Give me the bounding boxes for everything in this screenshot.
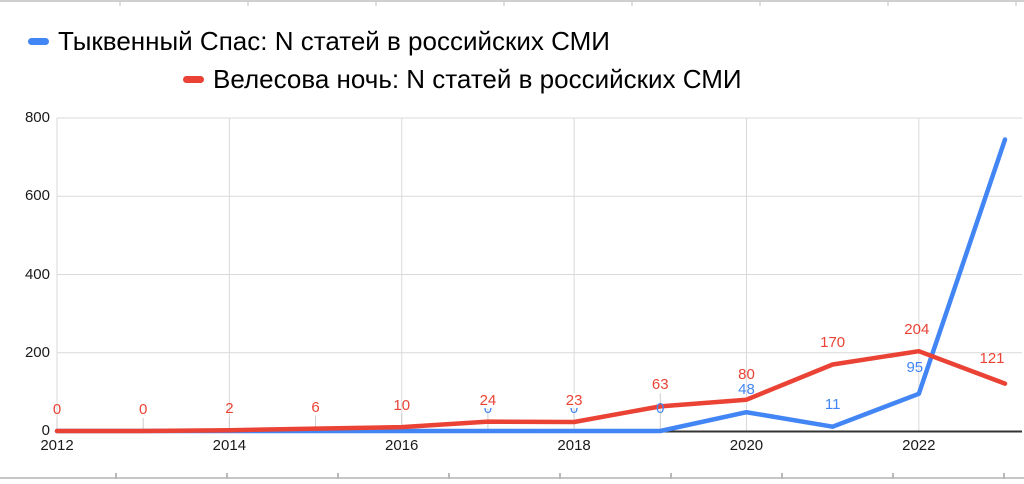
y-tick-label: 400: [24, 265, 50, 283]
grid-artifact: [375, 2, 377, 6]
data-label: 2: [225, 400, 234, 418]
data-label: 48: [738, 381, 755, 399]
legend-item-velesova-noch: Велесова ночь: N статей в российских СМИ: [183, 64, 742, 95]
grid-artifact: [631, 2, 633, 6]
data-label: 95: [906, 358, 924, 376]
x-tick-label: 2014: [212, 437, 247, 454]
grid-artifact: [503, 2, 505, 6]
grid-artifact: [892, 473, 894, 479]
data-label: 80: [738, 366, 755, 384]
grid-artifact: [337, 473, 339, 479]
grid-artifact: [119, 2, 121, 6]
data-label: 0: [139, 401, 148, 418]
grid-artifact: [448, 473, 450, 479]
data-label: 24: [478, 391, 498, 409]
y-tick-label: 0: [41, 422, 50, 439]
x-tick-label: 2018: [557, 437, 591, 454]
x-tick-label: 2016: [385, 437, 419, 454]
grid-artifact: [247, 2, 249, 6]
data-label: 6: [311, 398, 320, 416]
grid-artifact: [887, 2, 889, 6]
x-tick-label: 2022: [902, 437, 936, 454]
y-tick-label: 200: [24, 343, 50, 361]
grid-artifact: [1015, 2, 1017, 6]
data-label: 0: [52, 401, 62, 418]
data-label: 170: [820, 334, 846, 352]
legend-item-tykvenny-spas: Тыквенный Спас: N статей в российских СМ…: [28, 26, 610, 57]
data-label: 63: [651, 376, 669, 394]
data-label: 0: [483, 400, 493, 417]
data-label: 11: [824, 395, 841, 413]
grid-artifact: [781, 473, 783, 479]
data-label: 0: [569, 400, 579, 417]
cropped-row-above-artifact: [0, 0, 1024, 2]
cropped-row-below-artifact: [0, 477, 1024, 479]
data-label: 10: [393, 397, 411, 415]
legend-label-velesova-noch: Велесова ночь: N статей в российских СМИ: [213, 64, 742, 94]
grid-artifact: [1003, 473, 1005, 479]
grid-artifact: [559, 473, 561, 479]
x-tick-label: 2020: [729, 437, 764, 454]
data-label: 121: [979, 349, 1005, 367]
legend-label-tykvenny-spas: Тыквенный Спас: N статей в российских СМ…: [58, 26, 610, 56]
y-tick-label: 800: [24, 109, 50, 126]
grid-artifact: [759, 2, 761, 6]
grid-artifact: [115, 473, 117, 479]
legend-swatch-blue: [28, 38, 49, 45]
data-label: 23: [564, 392, 584, 409]
legend-swatch-red: [183, 76, 204, 83]
x-tick-label: 2012: [40, 437, 74, 454]
grid-artifact: [670, 473, 672, 479]
data-label: 204: [904, 321, 930, 339]
y-tick-label: 600: [24, 187, 50, 205]
grid-artifact: [226, 473, 228, 479]
data-label: 0: [656, 400, 665, 417]
